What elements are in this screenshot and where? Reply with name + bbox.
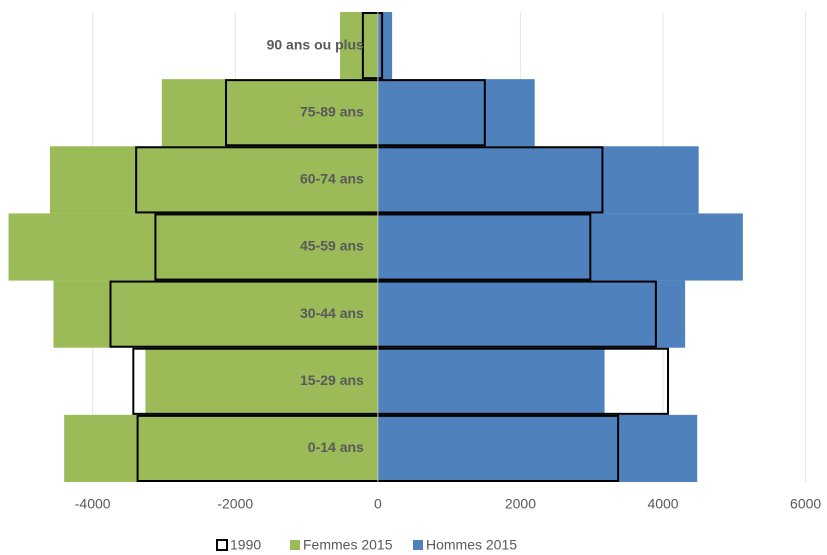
- legend-swatch: [290, 540, 300, 550]
- outline-bar: [361, 12, 384, 80]
- category-label: 15-29 ans: [300, 372, 364, 388]
- category-label: 0-14 ans: [308, 439, 364, 455]
- bar: [377, 146, 699, 214]
- bar: [377, 12, 393, 80]
- legend-label: Femmes 2015: [303, 537, 393, 553]
- x-tick-label: 6000: [790, 496, 821, 512]
- outline-bar: [224, 79, 486, 147]
- bar: [145, 347, 378, 415]
- bar: [377, 79, 535, 147]
- outline-bar: [109, 280, 657, 348]
- category-label: 60-74 ans: [300, 171, 364, 187]
- x-tick-label: -4000: [75, 496, 111, 512]
- bar: [64, 414, 378, 482]
- legend-swatch: [413, 540, 423, 550]
- category-label: 90 ans ou plus: [267, 36, 364, 52]
- bar: [377, 347, 605, 415]
- category-label: 75-89 ans: [300, 103, 364, 119]
- legend-swatch: [216, 539, 228, 551]
- bar: [340, 12, 378, 80]
- outline-bar: [132, 347, 670, 415]
- x-tick-label: 2000: [505, 496, 536, 512]
- category-label: 45-59 ans: [300, 238, 364, 254]
- bar: [53, 280, 378, 348]
- legend-label: Hommes 2015: [426, 537, 517, 553]
- bar: [377, 280, 686, 348]
- bar: [377, 213, 743, 281]
- bar: [8, 213, 378, 281]
- bar: [49, 146, 378, 214]
- outline-bar: [154, 213, 592, 281]
- x-tick-label: 4000: [647, 496, 678, 512]
- bar: [377, 414, 698, 482]
- legend-label: 1990: [230, 537, 261, 553]
- x-tick-label: -2000: [217, 496, 253, 512]
- outline-bar: [135, 146, 604, 214]
- bar: [161, 79, 378, 147]
- category-label: 30-44 ans: [300, 305, 364, 321]
- x-tick-label: 0: [374, 496, 382, 512]
